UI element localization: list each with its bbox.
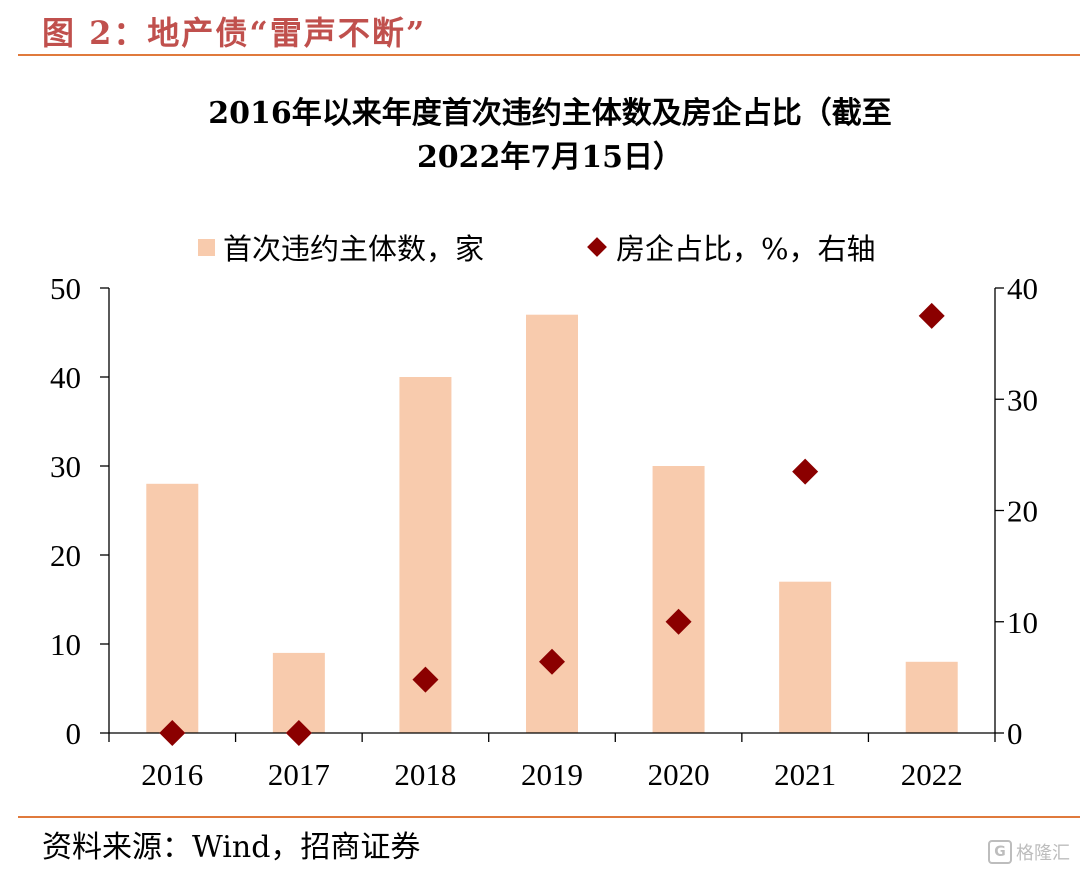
bar-2021	[779, 581, 832, 733]
watermark-logo-icon: G	[988, 840, 1012, 864]
x-tick-label: 2018	[394, 757, 456, 792]
chart-title-line-1: 2016年以来年度首次违约主体数及房企占比（截至	[208, 96, 892, 131]
diamond-point-2018	[412, 666, 439, 693]
footer-divider	[18, 816, 1080, 818]
bar-2020	[652, 466, 705, 733]
x-tick-label: 2021	[774, 757, 836, 792]
y-right-tick-label: 0	[1007, 716, 1023, 751]
diamond-point-2020	[665, 608, 692, 635]
x-tick-label: 2016	[141, 757, 203, 792]
diamond-point-2016	[159, 720, 186, 746]
y-left-tick-label: 10	[50, 627, 81, 662]
x-tick-label: 2017	[268, 757, 330, 792]
bar-swatch-icon	[198, 238, 215, 256]
watermark-text: 格隆汇	[1016, 843, 1070, 864]
x-tick-label: 2022	[901, 757, 963, 792]
y-left-tick-label: 30	[50, 449, 81, 484]
y-left-tick-label: 40	[50, 360, 81, 395]
y-left-tick-label: 0	[66, 716, 82, 751]
chart-legend: 首次违约主体数，家 房企占比，%，右轴	[0, 226, 1080, 266]
header-divider	[18, 54, 1080, 56]
bar-2016	[146, 483, 199, 733]
y-right-tick-label: 10	[1007, 605, 1038, 640]
x-tick-label: 2020	[648, 757, 710, 792]
chart-title-line-2: 2022年7月15日）	[416, 140, 684, 175]
y-right-tick-label: 40	[1007, 271, 1038, 306]
y-left-tick-label: 20	[50, 538, 81, 573]
bar-2022	[905, 661, 958, 733]
diamond-point-2022	[918, 302, 945, 329]
figure-header: 图 2：地产债“雷声不断”	[0, 0, 1080, 56]
diamond-point-2019	[539, 648, 565, 675]
y-left-tick-label: 50	[50, 271, 81, 306]
legend-item-markers: 房企占比，%，右轴	[587, 226, 876, 268]
diamond-point-2017	[285, 720, 312, 746]
y-right-tick-label: 30	[1007, 382, 1038, 417]
source-note: 资料来源：Wind，招商证券	[42, 830, 421, 865]
legend-item-bars: 首次违约主体数，家	[198, 226, 484, 268]
figure-label: 图 2：地产债“雷声不断”	[42, 14, 427, 52]
x-tick-label: 2019	[521, 757, 583, 792]
watermark: G 格隆汇	[988, 839, 1070, 865]
chart-title: 2016年以来年度首次违约主体数及房企占比（截至 2022年7月15日）	[130, 92, 970, 180]
diamond-point-2021	[792, 458, 819, 485]
legend-label-markers: 房企占比，%，右轴	[616, 232, 876, 266]
bar-2017	[272, 652, 325, 733]
legend-label-bars: 首次违约主体数，家	[223, 232, 485, 266]
y-right-tick-label: 20	[1007, 494, 1038, 529]
